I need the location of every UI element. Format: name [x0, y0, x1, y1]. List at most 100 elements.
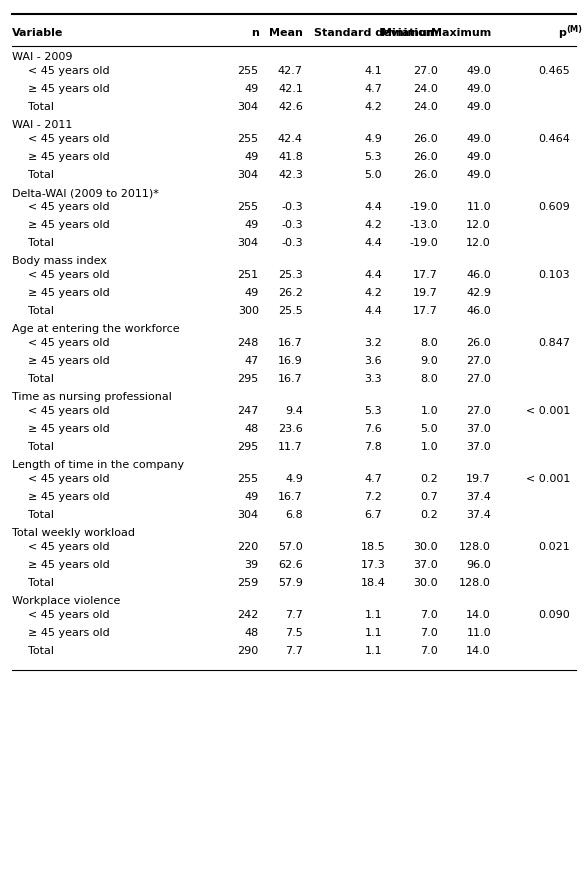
- Text: Maximum: Maximum: [431, 28, 491, 38]
- Text: 4.2: 4.2: [365, 288, 382, 298]
- Text: 12.0: 12.0: [466, 238, 491, 248]
- Text: 4.2: 4.2: [365, 220, 382, 230]
- Text: 5.0: 5.0: [420, 424, 438, 434]
- Text: 3.6: 3.6: [365, 356, 382, 366]
- Text: -13.0: -13.0: [409, 220, 438, 230]
- Text: 251: 251: [238, 270, 259, 280]
- Text: Total: Total: [28, 306, 54, 316]
- Text: < 45 years old: < 45 years old: [28, 474, 109, 484]
- Text: 0.2: 0.2: [420, 510, 438, 520]
- Text: 49: 49: [245, 84, 259, 94]
- Text: Time as nursing professional: Time as nursing professional: [12, 392, 172, 402]
- Text: 27.0: 27.0: [466, 374, 491, 384]
- Text: 16.7: 16.7: [278, 338, 303, 348]
- Text: ≥ 45 years old: ≥ 45 years old: [28, 220, 109, 230]
- Text: 48: 48: [245, 424, 259, 434]
- Text: 37.0: 37.0: [466, 424, 491, 434]
- Text: 9.4: 9.4: [285, 406, 303, 416]
- Text: 17.3: 17.3: [361, 560, 386, 570]
- Text: 49.0: 49.0: [466, 134, 491, 144]
- Text: 7.6: 7.6: [365, 424, 382, 434]
- Text: 3.3: 3.3: [365, 374, 382, 384]
- Text: 57.9: 57.9: [278, 578, 303, 588]
- Text: 18.4: 18.4: [361, 578, 386, 588]
- Text: 11.0: 11.0: [466, 202, 491, 212]
- Text: 14.0: 14.0: [466, 646, 491, 656]
- Text: 25.5: 25.5: [278, 306, 303, 316]
- Text: n: n: [251, 28, 259, 38]
- Text: Total: Total: [28, 646, 54, 656]
- Text: 304: 304: [238, 170, 259, 180]
- Text: < 0.001: < 0.001: [526, 406, 570, 416]
- Text: 26.0: 26.0: [413, 152, 438, 162]
- Text: 0.7: 0.7: [420, 492, 438, 502]
- Text: 0.464: 0.464: [539, 134, 570, 144]
- Text: 16.7: 16.7: [278, 374, 303, 384]
- Text: 6.7: 6.7: [365, 510, 382, 520]
- Text: < 45 years old: < 45 years old: [28, 406, 109, 416]
- Text: 11.7: 11.7: [278, 442, 303, 452]
- Text: 12.0: 12.0: [466, 220, 491, 230]
- Text: 49: 49: [245, 288, 259, 298]
- Text: 4.4: 4.4: [365, 202, 382, 212]
- Text: 26.0: 26.0: [413, 170, 438, 180]
- Text: Total: Total: [28, 374, 54, 384]
- Text: 220: 220: [238, 542, 259, 552]
- Text: Total: Total: [28, 102, 54, 112]
- Text: Total: Total: [28, 578, 54, 588]
- Text: 7.7: 7.7: [285, 646, 303, 656]
- Text: 30.0: 30.0: [413, 542, 438, 552]
- Text: 1.0: 1.0: [420, 442, 438, 452]
- Text: ≥ 45 years old: ≥ 45 years old: [28, 628, 109, 638]
- Text: Age at entering the workforce: Age at entering the workforce: [12, 324, 179, 334]
- Text: 49.0: 49.0: [466, 84, 491, 94]
- Text: Body mass index: Body mass index: [12, 256, 107, 266]
- Text: 39: 39: [245, 560, 259, 570]
- Text: 8.0: 8.0: [420, 338, 438, 348]
- Text: 4.7: 4.7: [365, 84, 382, 94]
- Text: p: p: [559, 28, 566, 38]
- Text: -0.3: -0.3: [281, 238, 303, 248]
- Text: 24.0: 24.0: [413, 84, 438, 94]
- Text: 26.0: 26.0: [466, 338, 491, 348]
- Text: < 45 years old: < 45 years old: [28, 134, 109, 144]
- Text: 7.0: 7.0: [420, 628, 438, 638]
- Text: < 45 years old: < 45 years old: [28, 542, 109, 552]
- Text: Workplace violence: Workplace violence: [12, 596, 120, 606]
- Text: 42.7: 42.7: [278, 66, 303, 76]
- Text: 42.3: 42.3: [278, 170, 303, 180]
- Text: 4.4: 4.4: [365, 238, 382, 248]
- Text: 37.0: 37.0: [466, 442, 491, 452]
- Text: 96.0: 96.0: [466, 560, 491, 570]
- Text: < 0.001: < 0.001: [526, 474, 570, 484]
- Text: 49.0: 49.0: [466, 102, 491, 112]
- Text: < 45 years old: < 45 years old: [28, 66, 109, 76]
- Text: 304: 304: [238, 238, 259, 248]
- Text: 23.6: 23.6: [278, 424, 303, 434]
- Text: 5.3: 5.3: [365, 406, 382, 416]
- Text: 49.0: 49.0: [466, 66, 491, 76]
- Text: ≥ 45 years old: ≥ 45 years old: [28, 492, 109, 502]
- Text: 128.0: 128.0: [459, 542, 491, 552]
- Text: 1.1: 1.1: [365, 646, 382, 656]
- Text: Total: Total: [28, 442, 54, 452]
- Text: ≥ 45 years old: ≥ 45 years old: [28, 356, 109, 366]
- Text: < 45 years old: < 45 years old: [28, 610, 109, 620]
- Text: -19.0: -19.0: [409, 238, 438, 248]
- Text: 0.609: 0.609: [539, 202, 570, 212]
- Text: 8.0: 8.0: [420, 374, 438, 384]
- Text: 46.0: 46.0: [466, 270, 491, 280]
- Text: 4.9: 4.9: [285, 474, 303, 484]
- Text: WAI - 2011: WAI - 2011: [12, 120, 72, 130]
- Text: 7.0: 7.0: [420, 610, 438, 620]
- Text: 42.4: 42.4: [278, 134, 303, 144]
- Text: 4.2: 4.2: [365, 102, 382, 112]
- Text: 3.2: 3.2: [365, 338, 382, 348]
- Text: 255: 255: [238, 134, 259, 144]
- Text: Total: Total: [28, 510, 54, 520]
- Text: Total: Total: [28, 238, 54, 248]
- Text: Standard deviation: Standard deviation: [313, 28, 433, 38]
- Text: ≥ 45 years old: ≥ 45 years old: [28, 424, 109, 434]
- Text: 19.7: 19.7: [466, 474, 491, 484]
- Text: Mean: Mean: [269, 28, 303, 38]
